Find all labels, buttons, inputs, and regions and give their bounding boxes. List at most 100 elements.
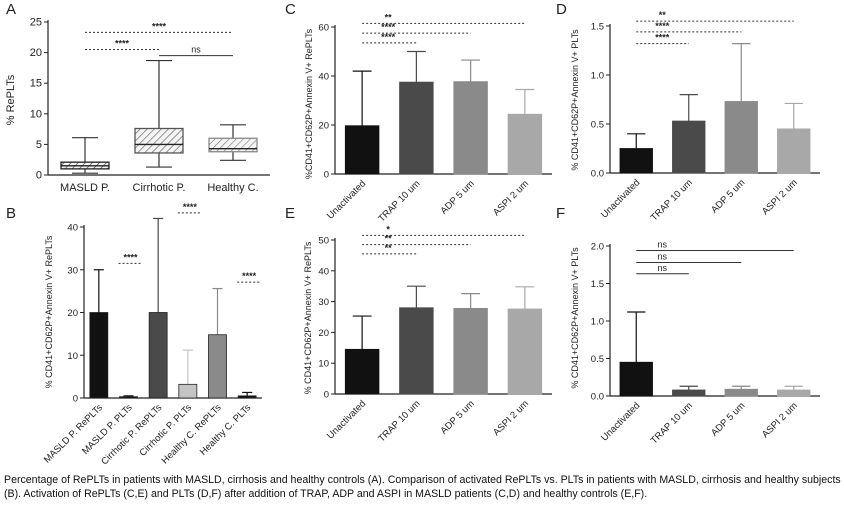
panel-a-sig-label: **** — [115, 39, 130, 49]
panel-a-x-label: Cirrhotic P. — [133, 182, 186, 194]
panel-b-x-label: Cirrhotic P. PLTs — [138, 402, 195, 459]
panel-a-ytick-label: 5 — [36, 139, 42, 151]
panel-f-bar — [777, 389, 811, 397]
panel-a-ytick-label: 15 — [30, 78, 42, 90]
panel-a-box — [134, 127, 184, 154]
panel-f-bar — [724, 388, 758, 397]
panel-d-ytick-label: 0.5 — [591, 120, 604, 131]
panel-a-ytick-label: 0 — [36, 170, 42, 182]
panel-f-letter: F — [556, 205, 565, 222]
panel-f-y-label: % CD41+CD62P+Annexin V+ PLTs — [570, 247, 580, 389]
panel-d-sig-label: **** — [655, 21, 670, 31]
panel-c-x-label: ASPI 2 um — [491, 178, 531, 218]
panel-e-ytick-label: 30 — [318, 297, 329, 308]
panel-a-x-label: MASLD P. — [60, 182, 110, 194]
panel-e-sig-label: * — [386, 224, 390, 234]
panel-c-letter: C — [285, 1, 296, 18]
panel-c-x-label: ADP 5 um — [438, 178, 476, 216]
panel-d-bar — [724, 101, 758, 174]
panel-b-sig-label: **** — [242, 271, 257, 281]
panel-e-ytick-label: 20 — [318, 328, 329, 339]
panel-e-x-label: Unactivated — [325, 398, 368, 441]
panel-b-bar — [208, 334, 227, 399]
panel-b-bar — [89, 312, 109, 399]
panel-f-ytick-label: 1.5 — [591, 279, 604, 290]
panel-b-sig-label: **** — [123, 252, 138, 262]
panel-c-bar — [399, 81, 434, 175]
panel-e-x-label: ADP 5 um — [438, 398, 476, 436]
panel-b-ytick-label: 10 — [67, 351, 78, 362]
panel-f-sig-label: ns — [657, 240, 667, 250]
panel-b-bar — [119, 396, 138, 399]
panel-d-x-label: ASPI 2 um — [760, 177, 800, 217]
panel-d-bar — [619, 148, 653, 174]
panel-b-x-label: Healthy C. PLTs — [198, 402, 254, 458]
panel-d-x-label: ADP 5 um — [709, 177, 747, 215]
panel-c-ytick-label: 40 — [318, 72, 329, 83]
figure-caption: Percentage of RePLTs in patients with MA… — [4, 474, 841, 500]
panel-f-x-label: ADP 5 um — [709, 400, 747, 438]
panel-f-ytick-label: 2.0 — [591, 242, 604, 253]
panel-f-ytick-label: 0.5 — [591, 354, 604, 365]
panel-c-sig-label: **** — [381, 22, 396, 32]
panel-a-sig-label: ns — [191, 45, 201, 55]
panel-a-sig-label: **** — [152, 21, 167, 31]
panel-c-bar — [507, 113, 543, 175]
panel-f-bar — [619, 361, 653, 397]
panel-c-bar — [344, 125, 380, 175]
panel-a-letter: A — [6, 1, 16, 18]
panel-e-bar — [399, 307, 434, 395]
panel-e-x-label: TRAP 10 um — [376, 398, 422, 444]
panel-e-y-label: % CD41+CD62P+Annexin V+ RePLTs — [303, 241, 313, 394]
panel-b-bar — [148, 312, 168, 399]
panel-f-ytick-label: 0.0 — [591, 392, 604, 403]
panel-f-ytick-label: 1.0 — [591, 317, 604, 328]
panel-d-ytick-label: 0.0 — [591, 169, 604, 180]
panel-f-sig-label: ns — [657, 263, 667, 273]
panel-b-ytick-label: 0 — [73, 394, 78, 405]
panel-e-ytick-label: 50 — [318, 236, 329, 247]
panel-f-sig-label: ns — [657, 252, 667, 262]
panel-d-bar — [672, 120, 706, 174]
panel-d-x-label: Unactivated — [599, 177, 642, 220]
panel-b-ytick-label: 20 — [67, 308, 78, 319]
panel-e-bar — [453, 307, 488, 395]
panel-f-x-label: ASPI 2 um — [760, 400, 800, 440]
panel-e-sig-label: ** — [385, 234, 393, 244]
panel-e-sig-label: ** — [385, 243, 393, 253]
panel-c-sig-label: ** — [385, 12, 393, 22]
figure-canvas: A 0 5 10 15 20 25 % RePLTs MASLD P. Cirrhotic P. H… — [5, 1, 820, 467]
panel-d-ytick-label: 1.0 — [591, 71, 604, 82]
panel-d-sig-label: ** — [659, 10, 667, 20]
panel-a-x-label: Healthy C. — [207, 182, 258, 194]
panel-c-x-label: TRAP 10 um — [376, 178, 422, 224]
panel-c-bar — [453, 81, 488, 175]
panel-d-ytick-label: 1.5 — [591, 22, 604, 33]
panel-e-bar — [344, 348, 380, 395]
panel-a-y-label: % RePLTs — [5, 74, 17, 125]
panel-a-ytick-label: 25 — [30, 17, 42, 29]
panel-c-ytick-label: 20 — [318, 121, 329, 132]
panel-c-x-label: Unactivated — [325, 178, 368, 221]
panel-f-x-label: Unactivated — [599, 400, 642, 443]
panel-a-ytick-label: 10 — [30, 108, 42, 120]
panel-d-letter: D — [556, 1, 567, 18]
panel-e-ytick-label: 40 — [318, 266, 329, 277]
panel-a-box — [208, 137, 258, 153]
panel-e-bar — [507, 308, 543, 395]
panel-f-bar — [672, 389, 706, 397]
panel-d-bar — [777, 128, 811, 174]
panel-b-y-label: % CD41+CD62P+Annexin V+ RePLTs — [44, 235, 54, 388]
panel-b-ytick-label: 40 — [67, 223, 78, 234]
panel-d-y-label: % CD41+CD62P+Annexin V+ PLTs — [570, 29, 580, 171]
panel-f-x-label: TRAP 10 um — [649, 400, 695, 446]
panel-b-letter: B — [6, 205, 16, 222]
panel-e-letter: E — [285, 205, 295, 222]
panel-e-x-label: ASPI 2 um — [491, 398, 531, 438]
panel-b-ytick-label: 30 — [67, 265, 78, 276]
panel-c-ytick-label: 60 — [318, 23, 329, 34]
panel-c-ytick-label: 0 — [324, 170, 329, 181]
panel-a-ytick-label: 20 — [30, 47, 42, 59]
panel-b-bar — [178, 383, 198, 399]
panel-b-bar — [237, 395, 257, 399]
